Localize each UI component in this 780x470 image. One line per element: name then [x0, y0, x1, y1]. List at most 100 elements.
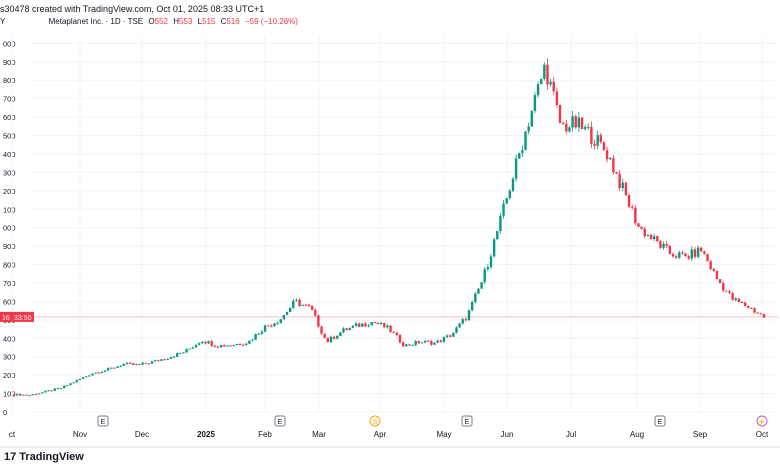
candle-body	[370, 322, 373, 326]
candle-body	[423, 340, 427, 343]
event-marker	[369, 415, 381, 427]
candle-body	[204, 341, 207, 344]
candle-body	[207, 341, 210, 344]
candle-body	[116, 366, 119, 368]
candle-body	[175, 353, 179, 357]
candle-body	[703, 251, 706, 254]
candle-body	[94, 372, 97, 374]
candle-body	[141, 362, 144, 365]
candle-body	[762, 314, 766, 318]
candle-body	[106, 368, 110, 371]
candle-body	[251, 339, 254, 341]
candle-body	[414, 341, 417, 346]
candle-body	[63, 385, 66, 389]
candle-body	[530, 110, 533, 127]
candle-body	[514, 158, 518, 179]
x-tick-label: Oct	[756, 430, 769, 439]
candle-body	[15, 393, 19, 396]
candle-body	[706, 253, 709, 262]
tradingview-logo[interactable]: 17 TradingView	[4, 449, 84, 465]
chart-header: s30478 created with TradingView.com, Oct…	[0, 0, 780, 30]
candle-body	[571, 116, 574, 128]
candle-body	[558, 105, 562, 124]
candle-body	[128, 362, 132, 364]
candle-body	[649, 234, 653, 240]
candle-body	[442, 337, 446, 342]
candle-body	[596, 135, 599, 146]
candle-body	[103, 370, 107, 372]
candle-body	[568, 127, 571, 132]
candle-body	[166, 358, 169, 360]
candle-body	[646, 234, 650, 237]
candle-body	[417, 341, 421, 344]
candle-body	[612, 158, 615, 173]
candle-body	[693, 249, 697, 257]
candle-body	[643, 228, 646, 237]
candle-body	[260, 331, 264, 334]
candle-body	[270, 325, 273, 327]
candle-body	[241, 344, 245, 346]
candle-body	[492, 239, 496, 257]
x-tick-label: Aug	[630, 430, 644, 439]
candle-body	[590, 126, 593, 144]
candle-body	[483, 269, 486, 283]
open-label: O	[148, 17, 155, 26]
candle-body	[615, 172, 618, 174]
y-tick-label: 000	[3, 39, 16, 48]
symbol-name[interactable]: Metaplanet Inc. · 1D · TSE	[48, 17, 144, 26]
event-marker-label: ⚡	[758, 417, 767, 426]
candle-body	[536, 84, 540, 96]
candle-body	[336, 336, 339, 339]
y-tick-label: 600	[3, 113, 16, 122]
candle-body	[759, 313, 763, 315]
y-tick-label: 900	[3, 58, 16, 67]
event-marker-label: E	[101, 419, 106, 426]
candle-body	[389, 325, 392, 332]
candle-body	[430, 341, 433, 345]
last-price-badge	[0, 311, 34, 322]
candle-body	[320, 326, 323, 334]
y-tick-label: 700	[3, 95, 16, 104]
candle-body	[690, 249, 694, 259]
candle-body	[229, 345, 232, 347]
candle-body	[552, 81, 555, 92]
candle-body	[37, 393, 41, 395]
candle-body	[279, 319, 282, 324]
y-tick-label: 200	[3, 187, 16, 196]
candle-body	[342, 328, 345, 333]
candle-body	[740, 302, 744, 304]
candle-body	[182, 352, 185, 354]
candle-body	[621, 182, 624, 189]
candle-body	[401, 342, 405, 347]
event-marker-label: E	[278, 419, 283, 426]
candle-body	[285, 312, 289, 315]
candle-body	[314, 309, 317, 316]
last-price-time: 33:50	[14, 315, 32, 322]
candle-body	[238, 343, 242, 345]
symbol-prefix: Y	[0, 17, 6, 26]
candle-body	[631, 206, 634, 208]
candle-body	[97, 372, 100, 374]
candle-body	[351, 325, 355, 328]
candle-body	[326, 338, 330, 343]
candle-body	[72, 382, 75, 384]
candle-body	[292, 300, 295, 308]
candle-body	[172, 356, 176, 358]
candle-body	[395, 332, 399, 336]
candle-body	[737, 298, 741, 303]
candle-body	[135, 364, 138, 366]
candle-body	[210, 341, 213, 346]
last-price-label: 16	[2, 315, 10, 322]
candle-body	[505, 197, 508, 204]
candle-body	[712, 269, 715, 271]
candle-body	[452, 332, 455, 337]
y-tick-label: 900	[3, 242, 16, 251]
candle-body	[100, 371, 104, 374]
candle-body	[219, 344, 223, 348]
y-tick-label: 300	[3, 168, 16, 177]
high-label: H	[173, 17, 179, 26]
candle-body	[59, 388, 63, 390]
candle-body	[298, 299, 301, 306]
candle-body	[640, 226, 643, 229]
